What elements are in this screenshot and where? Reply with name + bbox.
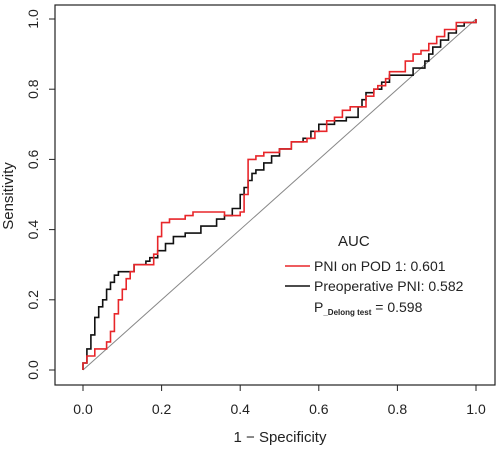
plot-frame — [54, 4, 496, 386]
legend-title: AUC — [338, 233, 370, 250]
reference-diagonal-line — [82, 18, 477, 371]
y-tick-label: 0.8 — [25, 79, 41, 99]
x-tick-label: 0.4 — [230, 401, 250, 417]
y-tick-label: 0.4 — [25, 220, 41, 240]
y-axis-title: Sensitivity — [0, 162, 17, 230]
series-layer — [82, 19, 477, 370]
p-value-subscript: _Delong test — [322, 308, 371, 317]
p-value-value: = 0.598 — [371, 299, 422, 315]
series-line-pni-pod1 — [82, 19, 477, 370]
x-axis-title: 1 − Specificity — [234, 429, 327, 446]
x-axis: 0.0 0.2 0.4 0.6 0.8 1.0 — [73, 384, 486, 417]
legend-label-preoperative-pni: Preoperative PNI: 0.582 — [314, 278, 464, 294]
y-axis: 0.0 0.2 0.4 0.6 0.8 1.0 — [25, 9, 56, 380]
y-tick-label: 1.0 — [25, 9, 41, 29]
y-tick-label: 0.0 — [25, 360, 41, 380]
legend: AUC PNI on POD 1: 0.601 Preoperative PNI… — [285, 233, 464, 294]
x-tick-label: 0.2 — [152, 401, 172, 417]
y-tick-label: 0.6 — [25, 149, 41, 169]
x-tick-label: 0.8 — [388, 401, 408, 417]
p-value-prefix: P — [314, 299, 323, 315]
x-tick-label: 0.0 — [73, 401, 93, 417]
y-tick-label: 0.2 — [25, 290, 41, 310]
p-value-annotation: P_Delong test = 0.598 — [314, 299, 423, 317]
series-line-preoperative-pni — [82, 19, 477, 370]
x-tick-label: 1.0 — [466, 401, 486, 417]
x-tick-label: 0.6 — [309, 401, 329, 417]
legend-label-pni-pod1: PNI on POD 1: 0.601 — [314, 258, 446, 274]
